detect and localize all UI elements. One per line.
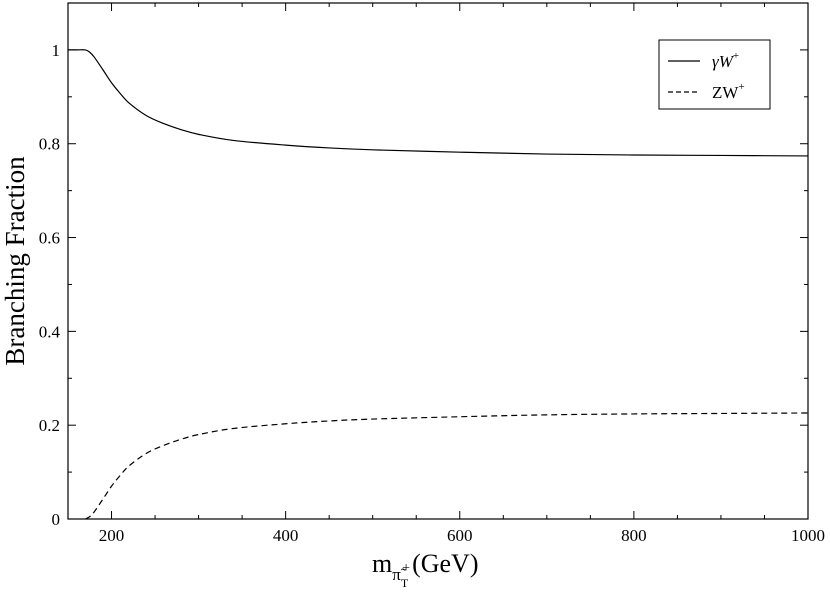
- y-axis-title: Branching Fraction: [0, 156, 30, 366]
- legend-label-gammaw-text: γW: [712, 52, 735, 71]
- x-tick-label: 400: [273, 526, 299, 545]
- series-layer: [68, 49, 809, 520]
- series-line-gammaw: [68, 49, 809, 157]
- y-tick-label: 1: [52, 41, 61, 60]
- x-tick-label: 200: [99, 526, 125, 545]
- x-axis-title-superscript: +: [402, 561, 410, 576]
- legend-box: [658, 39, 771, 110]
- y-tick-label: 0: [52, 510, 61, 529]
- series-line-zw: [85, 412, 809, 520]
- y-tick-label: 0.8: [39, 135, 60, 154]
- x-axis-title-main: m: [372, 549, 392, 578]
- x-tick-label: 800: [621, 526, 647, 545]
- y-tick-label: 0.4: [39, 322, 61, 341]
- x-tick-label: 1000: [791, 526, 825, 545]
- legend: γW+ ZW+: [658, 39, 771, 110]
- axis-ticks: 200 400 600 800 1000 0 0.2 0.4 0.6 0.8 1: [39, 2, 825, 545]
- y-tick-label: 0.2: [39, 416, 60, 435]
- x-tick-label: 600: [447, 526, 473, 545]
- x-axis-title: mπ̃T+(GeV): [372, 549, 479, 590]
- x-axis-title-subsubscript: T: [401, 576, 409, 590]
- legend-label-gammaw: γW+: [712, 50, 739, 71]
- legend-label-zw: ZW+: [712, 81, 745, 102]
- legend-label-zw-sup: +: [738, 81, 744, 93]
- legend-label-zw-text: ZW: [712, 83, 739, 102]
- legend-label-gammaw-sup: +: [733, 50, 739, 62]
- x-axis-title-unit: (GeV): [412, 549, 478, 578]
- plot-frame: [67, 2, 809, 520]
- y-tick-label: 0.6: [39, 229, 60, 248]
